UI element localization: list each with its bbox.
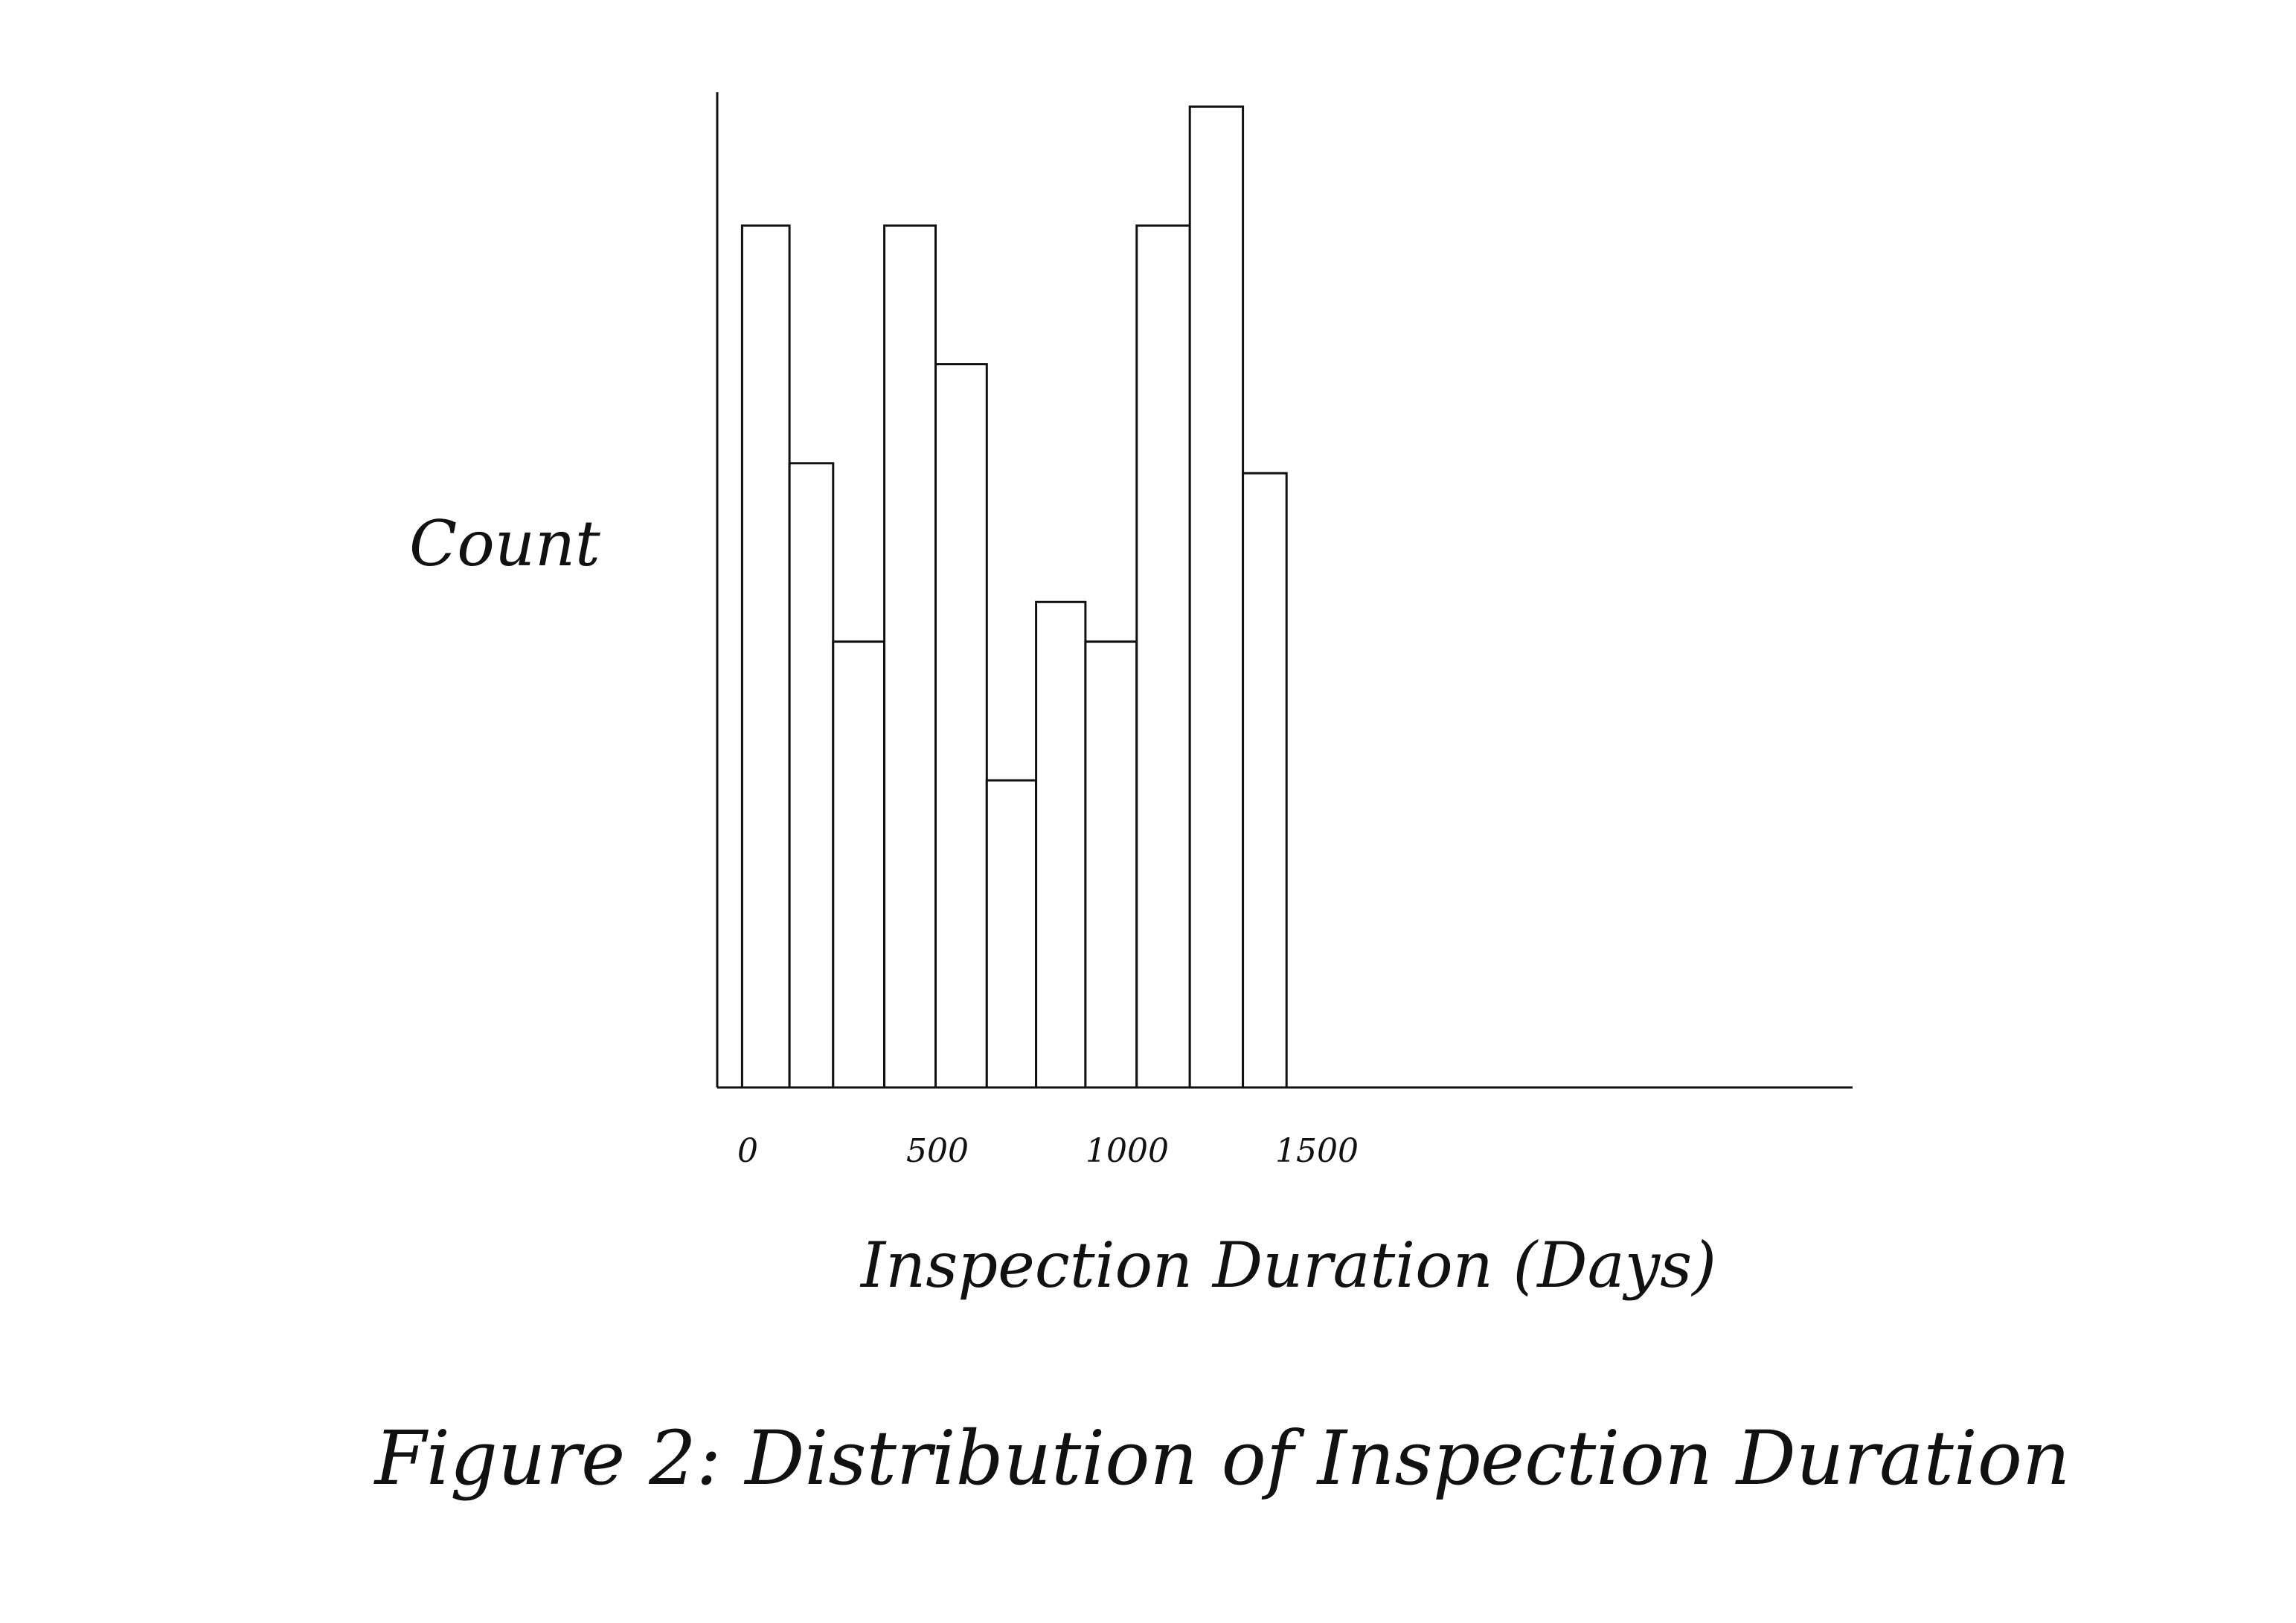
bars-layer	[740, 105, 1288, 1089]
histogram-bar-3	[832, 640, 886, 1089]
histogram-bar-1	[740, 224, 791, 1089]
x-tick-label-4: 1500	[1275, 1132, 1359, 1170]
histogram-bar-11	[1242, 472, 1288, 1089]
histogram-bar-9	[1135, 224, 1191, 1089]
x-tick-label-2: 500	[906, 1132, 969, 1170]
histogram-bar-7	[1035, 600, 1087, 1089]
x-tick-label-3: 1000	[1086, 1132, 1169, 1170]
figure-caption: Figure 2: Distribution of Inspection Dur…	[373, 1415, 2071, 1502]
histogram-bar-2	[788, 462, 835, 1089]
histogram-bar-10	[1188, 105, 1245, 1089]
x-tick-labels: 0 500 1000 1500	[737, 1132, 1359, 1170]
histogram-bar-5	[934, 363, 988, 1089]
histogram-bar-6	[985, 779, 1038, 1089]
histogram-bar-8	[1084, 640, 1138, 1089]
histogram-bar-4	[883, 224, 937, 1089]
x-tick-label-1: 0	[737, 1132, 758, 1170]
y-axis-label: Count	[409, 507, 600, 580]
x-axis-label: Inspection Duration (Days)	[859, 1229, 1716, 1302]
